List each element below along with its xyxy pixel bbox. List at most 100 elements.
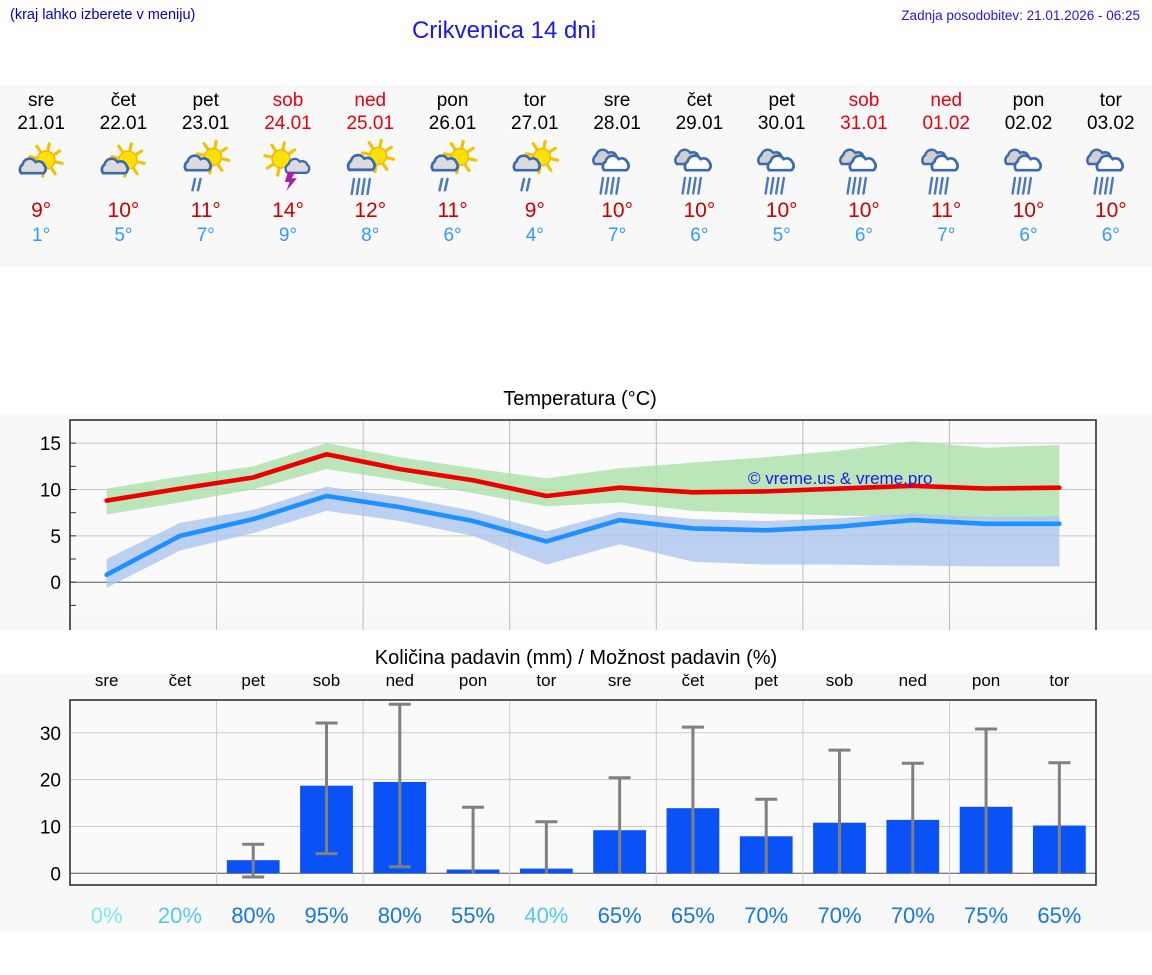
precipitation-error-bar xyxy=(1048,761,1071,874)
day-date-label: 29.01 xyxy=(675,113,724,134)
sun-cloud-rain-heavy-icon xyxy=(342,138,398,196)
day-column[interactable]: sre 21.01 9° 1° xyxy=(0,85,82,267)
uncertainty-band xyxy=(106,486,1060,588)
y-axis-tick-label: 10 xyxy=(40,481,61,502)
day-column[interactable]: sre 28.01 10° 7° xyxy=(576,85,658,267)
temperature-series-line xyxy=(104,493,1062,578)
y-axis-tick-label: 0 xyxy=(50,864,61,885)
day-date-label: 03.02 xyxy=(1087,113,1135,134)
day-column[interactable]: tor 27.01 9° 4° xyxy=(494,85,576,267)
cloud-rain-icon xyxy=(918,138,974,196)
max-temperature-value: 10° xyxy=(765,199,798,222)
max-temperature-value: 10° xyxy=(107,199,140,222)
precipitation-error-bar xyxy=(975,727,998,874)
precipitation-probability-label: 65% xyxy=(598,903,642,928)
day-of-week-label: pet xyxy=(768,90,795,111)
precip-day-label: ned xyxy=(386,671,414,690)
cloud-rain-icon xyxy=(1083,138,1139,196)
day-column[interactable]: pon 26.01 11° 6° xyxy=(411,85,493,267)
day-of-week-label: pon xyxy=(1012,90,1045,111)
max-temperature-value: 14° xyxy=(272,199,304,222)
precipitation-chart-section: Količina padavin (mm) / Možnost padavin … xyxy=(0,642,1152,932)
min-temperature-value: 8° xyxy=(361,225,380,246)
day-date-label: 28.01 xyxy=(593,113,641,134)
precip-day-label: sob xyxy=(826,671,853,690)
day-of-week-label: ned xyxy=(354,90,387,111)
day-date-label: 24.01 xyxy=(264,113,312,134)
day-column[interactable]: tor 03.02 10° 6° xyxy=(1070,85,1152,267)
sun-cloud-thunder-icon xyxy=(260,138,316,196)
day-date-label: 31.01 xyxy=(840,113,888,134)
day-date-label: 23.01 xyxy=(181,113,230,134)
precipitation-error-bar xyxy=(681,725,704,874)
min-temperature-value: 6° xyxy=(1101,225,1120,246)
precipitation-probability-label: 65% xyxy=(671,903,715,928)
day-column[interactable]: pon 02.02 10° 6° xyxy=(987,85,1069,267)
day-of-week-label: čet xyxy=(110,90,137,111)
precip-day-label: pon xyxy=(459,671,487,690)
precipitation-probability-label: 95% xyxy=(304,903,348,928)
precipitation-probability-label: 20% xyxy=(158,903,202,928)
sun-cloud-rain-icon xyxy=(507,138,563,196)
precipitation-probability-label: 80% xyxy=(378,903,422,928)
y-axis-tick-label: 5 xyxy=(50,527,61,548)
day-date-label: 27.01 xyxy=(511,113,559,134)
page-header: (kraj lahko izberete v meniju) Crikvenic… xyxy=(0,0,1152,85)
day-of-week-label: sob xyxy=(848,90,880,111)
precip-day-label: pet xyxy=(241,671,265,690)
day-column[interactable]: sob 31.01 10° 6° xyxy=(823,85,905,267)
location-menu-hint[interactable]: (kraj lahko izberete v meniju) xyxy=(10,7,196,23)
day-date-label: 01.02 xyxy=(922,113,970,134)
max-temperature-value: 10° xyxy=(848,199,880,222)
precip-day-label: ned xyxy=(899,671,927,690)
precip-day-label: čet xyxy=(169,671,192,690)
min-temperature-value: 5° xyxy=(114,225,133,246)
max-temperature-value: 11° xyxy=(931,199,962,222)
day-column[interactable]: ned 25.01 12° 8° xyxy=(329,85,411,267)
precipitation-probability-label: 70% xyxy=(891,903,935,928)
precip-day-label: sre xyxy=(95,671,119,690)
precipitation-probability-label: 75% xyxy=(964,903,1008,928)
day-of-week-label: ned xyxy=(930,90,963,111)
min-temperature-value: 6° xyxy=(1019,225,1038,246)
precipitation-probability-label: 40% xyxy=(524,903,568,928)
day-column[interactable]: čet 22.01 10° 5° xyxy=(82,85,164,267)
precipitation-error-bar xyxy=(608,776,631,874)
day-of-week-label: sre xyxy=(27,90,55,111)
uncertainty-band xyxy=(106,441,1060,522)
y-axis-tick-label: 20 xyxy=(40,771,61,792)
day-date-label: 25.01 xyxy=(346,113,395,134)
daily-forecast-strip: sre 21.01 9° 1° čet 22.01 10° 5° pet 23.01 11° 7° so… xyxy=(0,85,1152,267)
min-temperature-value: 9° xyxy=(278,225,298,246)
max-temperature-value: 10° xyxy=(1012,199,1045,222)
precipitation-error-bar xyxy=(388,702,411,869)
temperature-chart-plot: 0 5 10 15 © vreme.us & vreme.pro xyxy=(40,419,1097,630)
min-temperature-value: 1° xyxy=(32,225,51,246)
precipitation-error-bar xyxy=(535,820,558,874)
day-column[interactable]: pet 23.01 11° 7° xyxy=(165,85,247,267)
max-temperature-value: 10° xyxy=(683,199,716,222)
day-column[interactable]: sob 24.01 14° 9° xyxy=(247,85,329,267)
max-temperature-value: 12° xyxy=(354,199,387,222)
precip-day-label: čet xyxy=(682,671,705,690)
precipitation-chart-title: Količina padavin (mm) / Možnost padavin … xyxy=(374,647,778,669)
sun-cloud-icon xyxy=(13,138,69,196)
max-temperature-value: 9° xyxy=(31,199,52,222)
day-column[interactable]: čet 29.01 10° 6° xyxy=(658,85,740,267)
copyright-annotation: © vreme.us & vreme.pro xyxy=(748,469,932,488)
y-axis-tick-label: 30 xyxy=(40,724,61,745)
max-temperature-value: 11° xyxy=(190,199,221,222)
max-temperature-value: 10° xyxy=(1094,199,1127,222)
temperature-chart-section: Temperatura (°C) 0 5 10 15 © vreme.us & vrem… xyxy=(0,382,1152,630)
last-updated-label: Zadnja posodobitev: 21.01.2026 - 06:25 xyxy=(901,8,1140,23)
temperature-series-line xyxy=(104,451,1062,503)
cloud-rain-icon xyxy=(671,138,727,196)
y-axis-tick-label: 0 xyxy=(50,573,61,594)
min-temperature-value: 5° xyxy=(772,225,791,246)
sun-cloud-icon xyxy=(95,138,151,196)
day-column[interactable]: ned 01.02 11° 7° xyxy=(905,85,987,267)
sun-cloud-rain-icon xyxy=(425,138,481,196)
min-temperature-value: 4° xyxy=(525,225,544,246)
day-column[interactable]: pet 30.01 10° 5° xyxy=(741,85,823,267)
